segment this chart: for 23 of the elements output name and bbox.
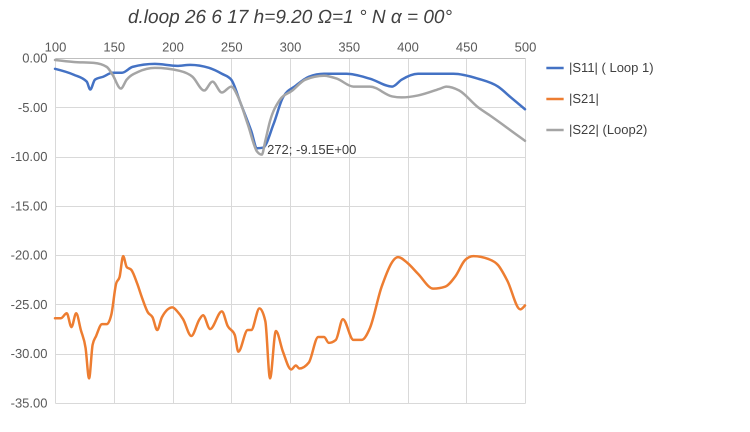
annotation: 272; -9.15E+00 [267, 142, 356, 158]
x-tick-label: 300 [280, 40, 302, 54]
legend-label: |S22| (Loop2) [569, 122, 648, 137]
x-tick-label: 350 [338, 40, 360, 54]
x-tick-label: 100 [44, 40, 66, 54]
y-tick-label: -25.00 [10, 296, 48, 312]
y-tick-label: -30.00 [10, 346, 48, 362]
x-tick-label: 400 [397, 40, 419, 54]
y-tick-label: -20.00 [10, 248, 48, 263]
y-tick-label: -10.00 [10, 149, 48, 164]
legend-label: |S21| [569, 91, 599, 106]
x-tick-label: 450 [456, 40, 478, 54]
x-tick-label: 200 [162, 40, 184, 54]
chart-title: d.loop 26 6 17 h=9.20 Ω=1 ° N α = 00° [128, 7, 452, 28]
line-series [54, 254, 526, 380]
y-tick-label: -15.00 [10, 198, 48, 214]
x-tick-label: 500 [514, 40, 536, 54]
x-tick-label: 250 [220, 40, 243, 54]
y-tick-label: 0.00 [22, 50, 48, 66]
y-tick-label: -35.00 [10, 396, 48, 410]
y-tick-label: -5.00 [18, 100, 48, 115]
legend-label: |S11| ( Loop 1) [569, 60, 654, 75]
x-tick-label: 150 [103, 40, 126, 54]
